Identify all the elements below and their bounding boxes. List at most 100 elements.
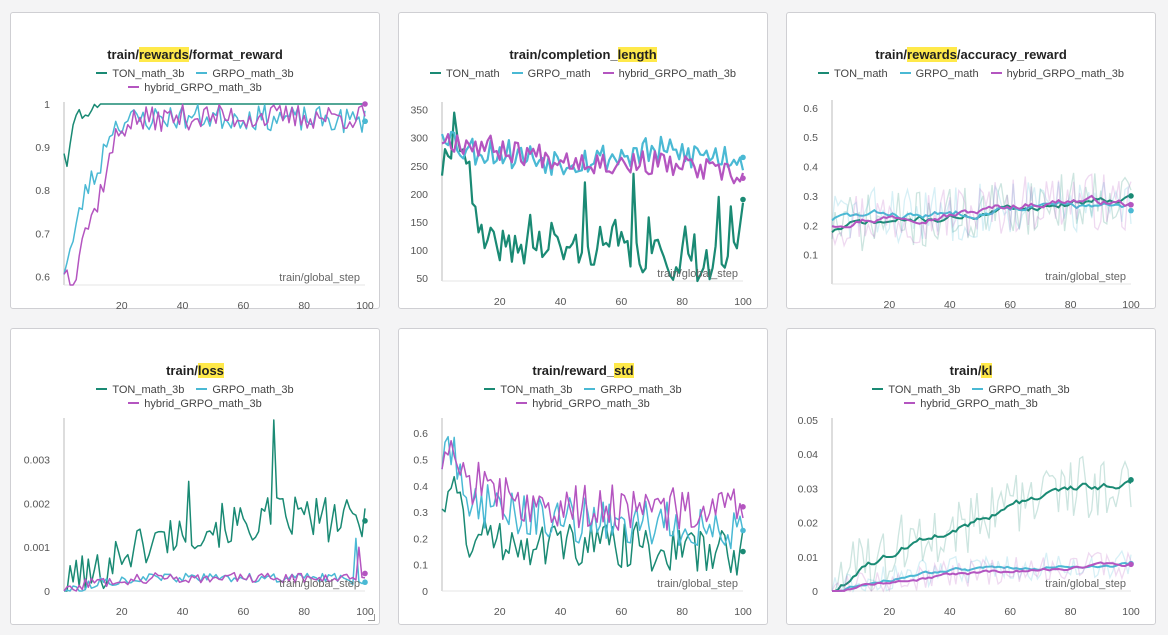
legend-swatch xyxy=(96,72,108,75)
legend-item[interactable]: GRPO_math_3b xyxy=(584,384,682,396)
chart-title-part: /format_reward xyxy=(188,47,283,62)
legend-label: TON_math_3b xyxy=(500,384,573,396)
legend-item[interactable]: TON_math xyxy=(818,68,888,80)
y-tick-label: 250 xyxy=(410,161,428,173)
legend-label: TON_math xyxy=(446,68,500,80)
x-tick-label: 20 xyxy=(494,296,506,308)
y-tick-label: 0.6 xyxy=(803,103,818,115)
series-line[interactable] xyxy=(441,133,745,185)
legend-label: GRPO_math xyxy=(915,68,979,80)
chart-legend: TON_math_3b GRPO_math_3b xyxy=(11,384,379,396)
x-tick-label: 100 xyxy=(734,296,752,308)
legend-item[interactable]: hybrid_GRPO_math_3b xyxy=(904,398,1038,410)
chart-panel[interactable]: train/loss TON_math_3b GRPO_math_3b hybrid_… xyxy=(10,328,380,625)
x-tick-label: 80 xyxy=(1065,299,1077,310)
chart-panel[interactable]: train/reward_std TON_math_3b GRPO_math_3b h… xyxy=(398,328,768,625)
y-tick-label: 0.4 xyxy=(413,481,428,493)
chart-panel[interactable]: train/rewards/format_reward TON_math_3b GR… xyxy=(10,12,380,310)
x-tick-label: 100 xyxy=(1122,299,1140,310)
legend-label: GRPO_math xyxy=(527,68,591,80)
series-end-marker xyxy=(740,548,746,555)
x-tick-label: 100 xyxy=(356,300,374,310)
series-line[interactable] xyxy=(63,103,366,286)
x-tick-label: 80 xyxy=(298,300,310,310)
x-tick-label: 40 xyxy=(177,606,189,618)
legend-item[interactable]: TON_math_3b xyxy=(96,68,184,80)
y-tick-label: 350 xyxy=(410,105,428,117)
legend-item[interactable]: hybrid_GRPO_math_3b xyxy=(128,398,262,410)
series-line[interactable] xyxy=(440,130,745,176)
x-tick-label: 80 xyxy=(676,296,688,308)
chart-panel[interactable]: train/rewards/accuracy_reward TON_math GRP… xyxy=(786,12,1156,310)
legend-item[interactable]: TON_math_3b xyxy=(872,384,960,396)
legend-item[interactable]: GRPO_math_3b xyxy=(196,384,294,396)
legend-item[interactable]: TON_math xyxy=(430,68,500,80)
legend-item[interactable]: TON_math_3b xyxy=(484,384,572,396)
legend-item[interactable]: hybrid_GRPO_math_3b xyxy=(128,82,262,94)
chart-title: train/loss xyxy=(11,363,379,378)
series-line[interactable] xyxy=(831,194,1132,229)
chart-legend: hybrid_GRPO_math_3b xyxy=(11,398,379,410)
x-tick-label: 60 xyxy=(1004,606,1016,618)
chart-title-part: /accuracy_reward xyxy=(956,47,1067,62)
series-line[interactable] xyxy=(63,537,366,592)
series-line[interactable] xyxy=(64,419,366,592)
legend-swatch xyxy=(128,402,140,405)
series-line[interactable] xyxy=(832,561,1132,593)
chart-plot: 0 0.1 0.2 0.3 0.4 0.5 0.6 20 40 60 80 100 train/glob… xyxy=(413,418,752,618)
chart-plot: 0.1 0.2 0.3 0.4 0.5 0.6 20 40 60 80 100 train/globa… xyxy=(803,100,1140,310)
legend-item[interactable]: GRPO_math_3b xyxy=(196,68,294,80)
resize-handle-icon[interactable] xyxy=(368,614,375,621)
legend-item[interactable]: hybrid_GRPO_math_3b xyxy=(602,68,736,80)
chart-panel[interactable]: train/completion_length TON_math GRPO_math… xyxy=(398,12,768,309)
series-line[interactable] xyxy=(440,111,745,283)
series-line[interactable] xyxy=(63,103,366,275)
series-line[interactable] xyxy=(63,546,366,592)
series-end-marker xyxy=(362,518,368,524)
y-tick-label: 0 xyxy=(422,586,428,598)
x-axis-label: train/global_step xyxy=(657,268,738,280)
x-tick-label: 60 xyxy=(616,606,628,618)
legend-item[interactable]: GRPO_math xyxy=(511,68,591,80)
legend-item[interactable]: GRPO_math_3b xyxy=(972,384,1070,396)
series-end-marker xyxy=(362,579,368,586)
legend-swatch xyxy=(96,388,108,391)
series-end-marker xyxy=(1128,201,1134,208)
series-end-marker xyxy=(362,118,368,125)
x-tick-label: 60 xyxy=(238,300,250,310)
legend-item[interactable]: GRPO_math xyxy=(899,68,979,80)
y-tick-label: 0.003 xyxy=(24,454,50,466)
series-end-marker xyxy=(1128,207,1134,214)
legend-label: GRPO_math_3b xyxy=(988,384,1070,396)
series-line[interactable] xyxy=(441,475,744,576)
series-line[interactable] xyxy=(832,480,1132,592)
chart-title-highlight: length xyxy=(617,47,657,62)
x-tick-label: 20 xyxy=(494,606,506,618)
chart-legend: hybrid_GRPO_math_3b xyxy=(11,82,379,94)
y-tick-label: 0.7 xyxy=(35,228,50,240)
series-line[interactable] xyxy=(63,103,365,168)
series-raw-line xyxy=(831,173,1132,248)
series-line[interactable] xyxy=(441,439,744,531)
legend-item[interactable]: TON_math_3b xyxy=(96,384,184,396)
series-line[interactable] xyxy=(831,201,1132,222)
series-end-marker xyxy=(740,154,746,161)
legend-item[interactable]: hybrid_GRPO_math_3b xyxy=(990,68,1124,80)
chart-legend: TON_math GRPO_math hybrid_GRPO_math_3b xyxy=(399,68,767,80)
chart-title-highlight: rewards xyxy=(907,47,957,62)
legend-label: TON_math xyxy=(834,68,888,80)
y-tick-label: 0.02 xyxy=(798,518,819,530)
chart-panel[interactable]: train/kl TON_math_3b GRPO_math_3b hybrid_GR… xyxy=(786,328,1156,625)
chart-plot: 0.6 0.7 0.8 0.9 1 20 40 60 80 100 train/global_ste… xyxy=(35,99,374,310)
chart-plot: 0 0.001 0.002 0.003 20 40 60 80 100 train/global_… xyxy=(24,418,374,618)
y-tick-label: 0.1 xyxy=(803,250,818,262)
chart-plot: 50 100 150 200 250 300 350 20 40 60 80 100 train/glo… xyxy=(410,102,752,308)
y-tick-label: 0.002 xyxy=(24,498,50,510)
series-end-marker xyxy=(362,101,368,107)
legend-item[interactable]: hybrid_GRPO_math_3b xyxy=(516,398,650,410)
legend-label: TON_math_3b xyxy=(888,384,961,396)
legend-swatch xyxy=(899,72,911,75)
chart-title-part: train/completion_ xyxy=(509,47,618,62)
chart-legend: TON_math_3b GRPO_math_3b xyxy=(399,384,767,396)
chart-legend: TON_math_3b GRPO_math_3b xyxy=(787,384,1155,396)
